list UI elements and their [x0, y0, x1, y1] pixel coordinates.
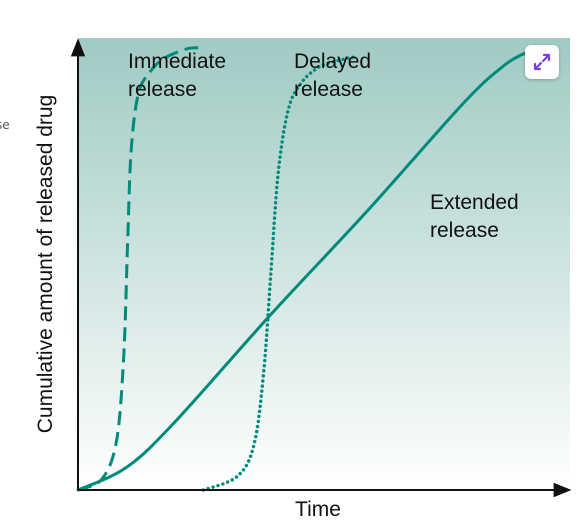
x-axis-label: Time [295, 498, 341, 521]
expand-icon [533, 53, 551, 71]
annotation-layer: Immediate release Delayed release Extended re… [128, 50, 519, 242]
series-line-extended-release [76, 51, 543, 492]
series-layer [76, 46, 543, 492]
annotation-delayed-release: Delayed release [294, 50, 371, 101]
y-axis-label: Cumulative amount of released drug [34, 95, 57, 434]
series-line-immediate-release [77, 46, 199, 492]
annotation-immediate-release: Immediate release [128, 50, 226, 101]
cropped-text-fragment: se [0, 118, 10, 132]
expand-button[interactable] [525, 45, 559, 79]
plot-background [78, 38, 570, 490]
annotation-extended-release: Extended release [430, 191, 519, 242]
series-line-delayed-release [201, 55, 360, 492]
